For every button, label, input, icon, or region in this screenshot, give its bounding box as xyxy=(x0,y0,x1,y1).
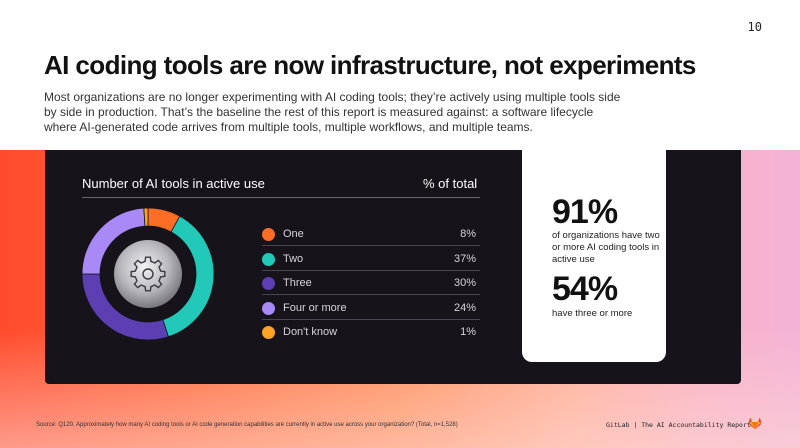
stat-description-two-or-more: of organizations have two or more AI cod… xyxy=(552,230,660,265)
legend-label: Don't know xyxy=(283,326,338,338)
legend-divider xyxy=(262,318,480,320)
source-note: Source: Q120. Approximately how many AI … xyxy=(36,422,458,428)
stat-card xyxy=(522,150,666,362)
footer-brand: GitLab | The AI Accountability Report xyxy=(606,421,751,429)
legend-value: 37% xyxy=(453,252,476,265)
legend-item-four-or-more: Four or more 24% xyxy=(262,296,476,320)
donut-chart xyxy=(81,207,215,341)
legend-label: One xyxy=(283,228,304,240)
stat-value-three-or-more: 54% xyxy=(552,270,618,308)
legend-label: Two xyxy=(283,252,304,265)
legend-label: Three xyxy=(283,277,312,289)
chart-hub xyxy=(114,240,182,308)
legend-label: Four or more xyxy=(283,301,347,314)
legend-value: 8% xyxy=(460,228,476,240)
header-divider xyxy=(82,197,480,198)
legend-value: 30% xyxy=(453,277,476,289)
gear-icon xyxy=(130,256,166,292)
legend-swatch xyxy=(262,326,275,339)
legend-divider xyxy=(262,245,480,246)
gitlab-tanuki-icon xyxy=(748,417,762,429)
percent-column-header: % of total xyxy=(423,176,478,191)
legend-swatch xyxy=(262,301,275,315)
stat-value-two-or-more: 91% xyxy=(552,193,618,231)
legend-divider xyxy=(262,269,480,271)
legend-item-don-t-know: Don't know 1% xyxy=(262,320,476,344)
legend-item-two: Two 37% xyxy=(262,247,476,271)
intro-paragraph: Most organizations are no longer experim… xyxy=(44,90,621,134)
donut-slice-don-t-know xyxy=(143,207,149,227)
legend-item-one: One 8% xyxy=(262,222,476,246)
legend-value: 24% xyxy=(453,301,476,314)
legend-value: 1% xyxy=(460,326,476,338)
stat-description-three-or-more: have three or more xyxy=(552,308,633,319)
chart-title: Number of AI tools in active use xyxy=(82,176,265,191)
legend-swatch xyxy=(262,252,275,266)
legend-item-three: Three 30% xyxy=(262,271,476,295)
page-title: AI coding tools are now infrastructure, … xyxy=(44,50,696,80)
legend-swatch xyxy=(262,228,275,241)
legend-divider xyxy=(262,294,480,295)
page-number: 10 xyxy=(747,20,762,34)
legend-swatch xyxy=(262,277,275,290)
